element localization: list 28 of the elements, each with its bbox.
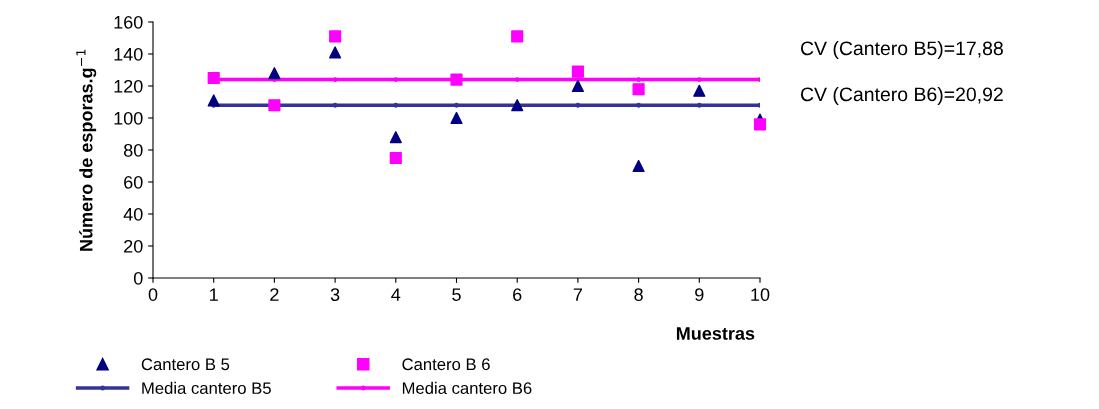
x-tick-label: 9 — [695, 288, 704, 301]
x-tick-label: 1 — [210, 288, 218, 301]
y-tick-label: 120 — [114, 79, 143, 93]
y-tick-label: 140 — [114, 47, 143, 61]
y-tick-label: 20 — [124, 239, 143, 253]
x-tick-label: 4 — [391, 288, 401, 301]
y-tick-label: 80 — [123, 143, 143, 157]
x-tick-label: 2 — [270, 288, 279, 301]
y-tick-label: 0 — [133, 271, 143, 285]
legend-label: Media cantero B6 — [402, 381, 532, 395]
y-axis-title: Número de esporas.g$^{−1}$ — [76, 49, 97, 251]
x-axis-title: Muestras — [676, 327, 755, 340]
y-tick-label: 160 — [114, 15, 143, 29]
x-tick-label: 10 — [751, 288, 770, 301]
legend-label: Cantero B 6 — [402, 358, 490, 371]
x-tick-label: 7 — [573, 288, 583, 301]
legend-label: Media cantero B5 — [142, 381, 271, 395]
x-tick-label: 8 — [634, 288, 643, 301]
x-tick-label: 3 — [330, 288, 340, 301]
x-tick-label: 0 — [148, 288, 158, 301]
legend-label: Cantero B 5 — [141, 358, 230, 371]
y-tick-label: 60 — [124, 175, 143, 189]
x-tick-label: 5 — [452, 288, 461, 301]
y-tick-label: 100 — [114, 111, 143, 125]
x-tick-label: 6 — [513, 288, 522, 301]
text: CV (Cantero B6)=20,92 — [800, 86, 1003, 106]
text: CV (Cantero B5)=17,88 — [800, 40, 1003, 60]
y-tick-label: 40 — [123, 207, 143, 221]
